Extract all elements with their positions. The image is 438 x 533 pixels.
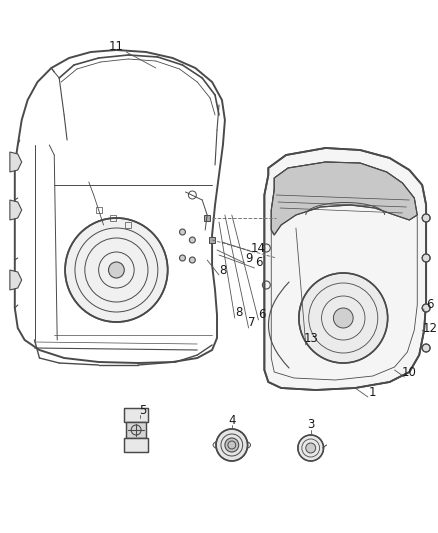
Circle shape — [298, 435, 324, 461]
Text: 8: 8 — [235, 305, 242, 319]
Text: 4: 4 — [228, 414, 236, 426]
Text: 14: 14 — [251, 241, 266, 254]
Polygon shape — [126, 422, 146, 438]
Polygon shape — [204, 215, 210, 221]
Polygon shape — [265, 148, 426, 390]
Text: 1: 1 — [369, 385, 377, 399]
Text: 9: 9 — [245, 252, 252, 264]
Polygon shape — [124, 438, 148, 452]
Circle shape — [189, 237, 195, 243]
Polygon shape — [124, 408, 148, 422]
Circle shape — [109, 262, 124, 278]
Text: 6: 6 — [258, 309, 265, 321]
Circle shape — [225, 438, 239, 452]
Text: 7: 7 — [248, 316, 255, 328]
Circle shape — [180, 255, 185, 261]
Text: 13: 13 — [303, 332, 318, 344]
Polygon shape — [10, 200, 22, 220]
Circle shape — [422, 254, 430, 262]
Polygon shape — [271, 162, 417, 235]
Circle shape — [422, 304, 430, 312]
Circle shape — [299, 273, 388, 363]
Text: 5: 5 — [139, 403, 147, 416]
Text: 8: 8 — [219, 263, 226, 277]
Text: 10: 10 — [402, 366, 417, 378]
Text: 12: 12 — [423, 321, 438, 335]
Circle shape — [216, 429, 247, 461]
Polygon shape — [209, 237, 215, 243]
Text: 6: 6 — [426, 298, 434, 311]
Polygon shape — [10, 152, 22, 172]
Text: 11: 11 — [109, 41, 124, 53]
Circle shape — [333, 308, 353, 328]
Circle shape — [422, 214, 430, 222]
Circle shape — [65, 218, 168, 322]
Polygon shape — [10, 270, 22, 290]
Text: 6: 6 — [254, 255, 262, 269]
Text: 3: 3 — [307, 418, 314, 432]
Circle shape — [422, 344, 430, 352]
Circle shape — [189, 257, 195, 263]
Circle shape — [306, 443, 316, 453]
Circle shape — [180, 229, 185, 235]
